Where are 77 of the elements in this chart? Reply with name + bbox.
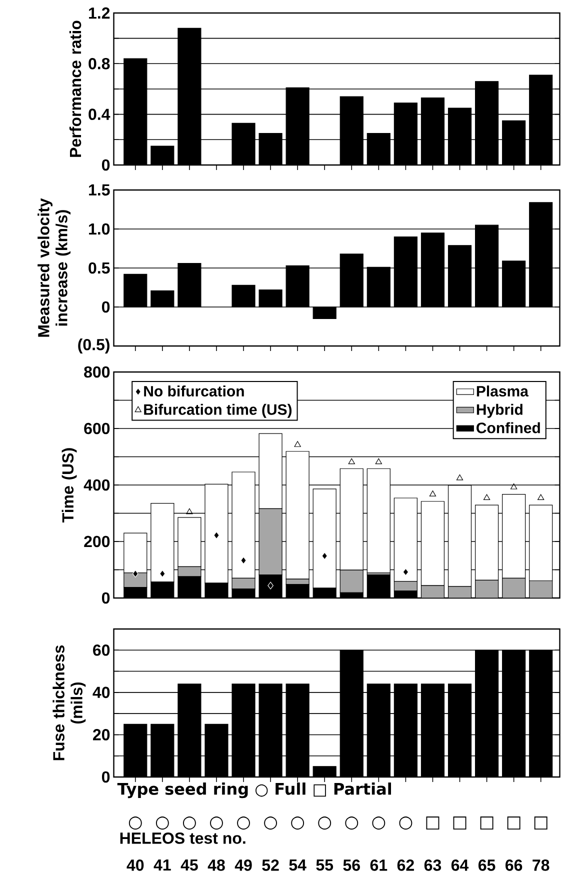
- x-tick-label: 64: [452, 860, 469, 871]
- bar: [312, 306, 336, 319]
- bar: [529, 202, 553, 308]
- y-tick-label: 0.5: [88, 262, 110, 274]
- text: Type seed ring ○ Full □ Partial: [117, 782, 392, 798]
- y-tick-label: 1.5: [89, 184, 110, 196]
- y-tick-label: 0: [102, 771, 110, 783]
- text: □: [453, 816, 466, 830]
- y-tick-label: 20: [93, 729, 110, 740]
- bar: [124, 274, 148, 308]
- y-tick-label: 0: [102, 159, 110, 171]
- x-tick-label: 55: [316, 860, 334, 871]
- x-tick-label: 66: [506, 860, 522, 871]
- y-tick-label: 600: [84, 422, 110, 434]
- legend-label: Confined: [476, 422, 540, 434]
- x-tick-label: 62: [398, 860, 414, 871]
- text: □: [534, 816, 548, 830]
- y-tick-label: 0.8: [88, 58, 110, 70]
- legend-label: Hybrid: [477, 404, 523, 418]
- text: ○: [129, 816, 142, 830]
- y-tick-label: 0.4: [88, 108, 110, 120]
- bar: [178, 263, 202, 308]
- legend-label: Bifurcation time (US): [144, 404, 292, 418]
- x-axis-title: HELEOS test no.: [120, 832, 246, 844]
- y-axis-title: Time (US): [62, 448, 77, 522]
- legend-label: No bifurcation: [144, 386, 244, 397]
- y-tick-label: 200: [84, 536, 110, 548]
- bar: [286, 265, 310, 308]
- bar: [502, 260, 526, 308]
- x-tick-label: 49: [234, 860, 252, 871]
- x-tick-label: 78: [532, 860, 550, 871]
- text: ○: [183, 816, 196, 830]
- y-tick-label: 60: [93, 644, 110, 656]
- y-tick-label: 400: [84, 479, 110, 491]
- x-tick-label: 54: [289, 860, 306, 871]
- x-tick-label: 45: [180, 860, 198, 871]
- text: ○: [237, 816, 250, 830]
- text: □: [426, 816, 440, 830]
- bar: [475, 224, 499, 308]
- text: □: [507, 816, 520, 830]
- bar: [340, 254, 364, 308]
- y-axis-title: Performance ratio: [70, 20, 82, 157]
- text: ○: [264, 816, 278, 830]
- y-tick-label: (0.5): [78, 338, 110, 354]
- y-tick-label: 800: [84, 366, 110, 378]
- text: ○: [291, 816, 304, 830]
- y-tick-label: 0: [102, 592, 110, 604]
- y-axis-title: Fuse thickness (mils): [52, 645, 86, 760]
- y-tick-label: 0: [102, 301, 110, 313]
- text: ○: [318, 816, 332, 830]
- text: ○: [210, 816, 224, 830]
- bar: [394, 236, 418, 308]
- x-tick-label: 41: [154, 860, 171, 871]
- y-tick-label: 40: [92, 686, 110, 698]
- x-tick-label: 63: [424, 860, 442, 871]
- text: ○: [156, 816, 170, 830]
- text: ○: [345, 816, 358, 830]
- x-tick-label: 61: [370, 860, 388, 871]
- y-axis-title: Measured velocity increase (km/s): [38, 198, 71, 337]
- x-tick-label: 48: [208, 860, 225, 871]
- y-tick-label: 1.2: [89, 7, 110, 19]
- text: □: [480, 816, 494, 830]
- x-tick-label: 56: [343, 860, 360, 871]
- bar: [258, 290, 282, 308]
- x-tick-label: 65: [478, 860, 496, 871]
- bar: [366, 468, 391, 574]
- legend-label: Plasma: [477, 386, 529, 397]
- bar: [421, 232, 445, 308]
- text: ○: [372, 816, 386, 830]
- y-tick-label: 1.0: [89, 223, 110, 235]
- bar: [232, 284, 256, 308]
- bar: [366, 266, 391, 308]
- bar: [448, 245, 472, 308]
- bar: [150, 290, 174, 308]
- text: ○: [399, 816, 412, 830]
- x-tick-label: 52: [262, 860, 279, 871]
- x-tick-label: 40: [126, 860, 144, 871]
